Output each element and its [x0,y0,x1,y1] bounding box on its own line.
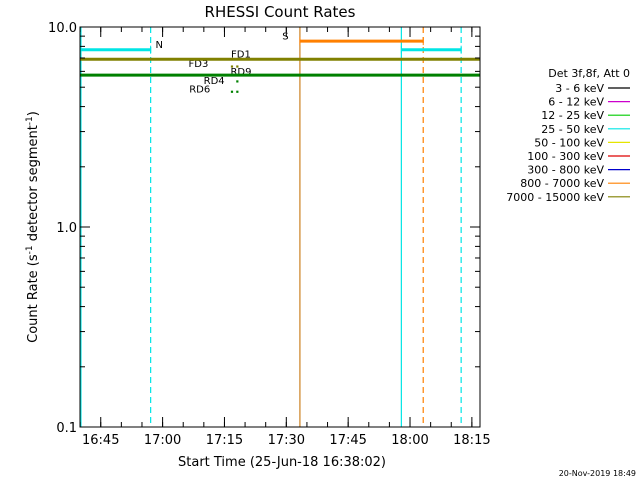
y-label-part-1: Count Rate (s [26,254,41,343]
x-tick-label-3: 17:30 [268,433,305,448]
x-axis-label: Start Time (25-Jun-18 16:38:02) [178,455,386,470]
detector-label-rd4: RD4 [204,76,225,87]
legend-label-2: 12 - 25 keV [541,109,604,122]
detector-label-fd3: FD3 [189,59,209,70]
legend-label-0: 3 - 6 keV [555,82,604,95]
y-label-sup-1: -1 [25,245,35,254]
legend-label-6: 300 - 800 keV [527,164,604,177]
legend-label-3: 25 - 50 keV [541,123,604,136]
series-layer [80,57,480,77]
y-label-part-3: ) [26,111,41,116]
legend-header: Det 3f,8f, Att 0 [548,67,630,80]
timestamp-stamp: 20-Nov-2019 18:49 [559,469,636,478]
detector-dot-1 [236,65,239,68]
x-tick-label-1: 17:00 [144,433,181,448]
tick-layer: 16:45 17:00 17:15 17:30 17:45 18:00 18:15 10.0 1… [48,21,491,448]
detector-label-rd6: RD6 [189,85,210,96]
y-label-sup-2: -1 [25,116,35,125]
y-tick-label-1: 1.0 [56,221,77,236]
detector-label-fd1: FD1 [231,49,251,60]
detector-dot-3 [230,90,234,93]
chart-title: RHESSI Count Rates [205,3,356,21]
detector-dot-0 [230,65,234,68]
x-tick-label-6: 18:15 [453,433,490,448]
y-tick-label-0: 10.0 [48,21,77,36]
legend-label-5: 100 - 300 keV [527,150,604,163]
y-axis-label: Count Rate (s-1 detector segment-1) [25,111,41,343]
legend-label-1: 6 - 12 keV [548,96,604,109]
detector-dot-4 [236,90,239,93]
x-tick-label-4: 17:45 [329,433,366,448]
legend-label-4: 50 - 100 keV [534,136,604,149]
y-label-part-2: detector segment [26,125,41,245]
detector-label-rd9: RD9 [230,67,251,78]
x-tick-label-5: 18:00 [391,433,428,448]
y-tick-label-2: 0.1 [56,421,77,436]
x-tick-label-0: 16:45 [82,433,119,448]
x-tick-label-2: 17:15 [206,433,243,448]
detector-dot-2 [236,80,239,83]
plot-frame [79,26,481,428]
legend-label-7: 800 - 7000 keV [520,177,604,190]
flag-label-n: N [156,40,163,51]
flag-label-s: S [282,32,288,43]
legend-label-8: 7000 - 15000 keV [506,191,604,204]
